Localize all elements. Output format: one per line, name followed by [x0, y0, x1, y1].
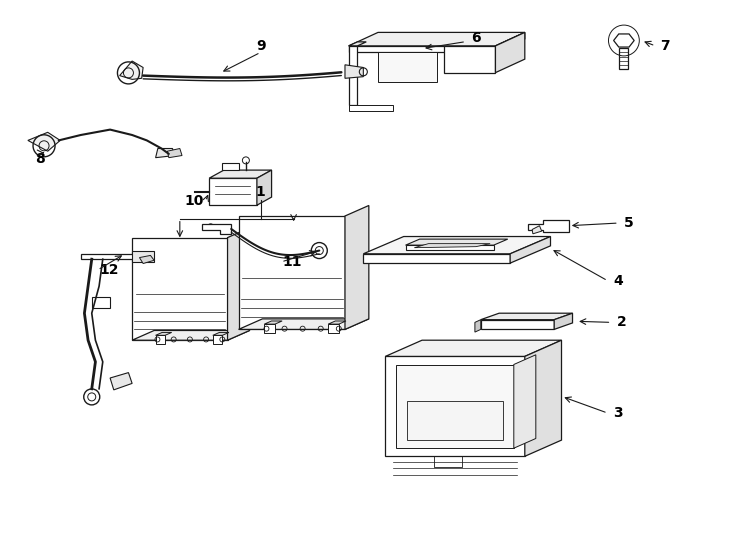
Polygon shape — [209, 170, 272, 178]
Polygon shape — [407, 401, 503, 440]
Polygon shape — [349, 105, 393, 111]
Text: 3: 3 — [613, 406, 622, 420]
Text: 6: 6 — [470, 31, 481, 45]
Polygon shape — [132, 330, 250, 340]
Polygon shape — [264, 324, 275, 333]
Polygon shape — [28, 132, 60, 151]
Polygon shape — [528, 220, 569, 232]
Polygon shape — [475, 320, 481, 332]
Polygon shape — [414, 244, 490, 248]
Polygon shape — [554, 313, 573, 329]
Polygon shape — [525, 340, 562, 456]
Polygon shape — [349, 46, 495, 52]
Polygon shape — [405, 239, 508, 245]
Polygon shape — [481, 313, 573, 320]
Polygon shape — [222, 163, 239, 170]
Text: 10: 10 — [184, 194, 203, 208]
Polygon shape — [345, 206, 368, 329]
Polygon shape — [239, 319, 368, 329]
Polygon shape — [156, 148, 175, 158]
Polygon shape — [405, 245, 493, 250]
Text: 8: 8 — [35, 152, 46, 166]
Polygon shape — [156, 333, 172, 335]
Polygon shape — [349, 42, 366, 46]
Polygon shape — [385, 340, 562, 356]
Polygon shape — [264, 321, 282, 324]
Text: 12: 12 — [99, 263, 119, 277]
Polygon shape — [495, 32, 525, 72]
Polygon shape — [510, 237, 550, 263]
Polygon shape — [328, 321, 346, 324]
Polygon shape — [444, 46, 495, 72]
Polygon shape — [328, 324, 339, 333]
Polygon shape — [396, 364, 514, 448]
Polygon shape — [110, 373, 132, 390]
Text: 9: 9 — [255, 39, 266, 53]
Polygon shape — [614, 34, 634, 47]
Polygon shape — [345, 65, 363, 78]
Text: 11: 11 — [283, 255, 302, 269]
Polygon shape — [481, 320, 554, 329]
Polygon shape — [156, 335, 165, 343]
Text: 2: 2 — [617, 315, 626, 329]
Polygon shape — [228, 228, 250, 340]
Polygon shape — [209, 178, 257, 205]
Polygon shape — [132, 238, 228, 340]
Polygon shape — [363, 254, 510, 263]
Text: 7: 7 — [661, 39, 670, 53]
Polygon shape — [532, 226, 542, 234]
Polygon shape — [349, 32, 525, 46]
Polygon shape — [213, 335, 222, 343]
Polygon shape — [132, 251, 154, 262]
Polygon shape — [385, 356, 525, 456]
Polygon shape — [120, 61, 143, 79]
Polygon shape — [495, 32, 525, 52]
Text: 1: 1 — [255, 185, 266, 199]
Polygon shape — [514, 355, 536, 448]
Polygon shape — [81, 254, 139, 259]
Polygon shape — [349, 46, 357, 105]
Polygon shape — [139, 255, 154, 264]
Text: 4: 4 — [613, 274, 622, 288]
Polygon shape — [213, 333, 229, 335]
Polygon shape — [167, 148, 182, 158]
Polygon shape — [363, 237, 550, 254]
Polygon shape — [92, 297, 110, 308]
Text: 5: 5 — [624, 216, 633, 230]
Polygon shape — [378, 52, 437, 82]
Polygon shape — [202, 224, 231, 234]
Polygon shape — [257, 170, 272, 205]
Polygon shape — [239, 216, 345, 329]
Polygon shape — [619, 48, 628, 69]
